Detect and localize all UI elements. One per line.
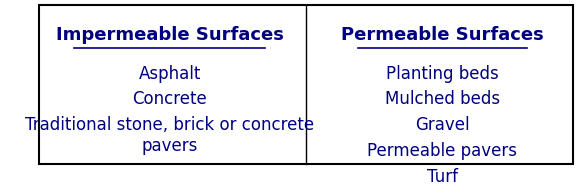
Text: Traditional stone, brick or concrete
pavers: Traditional stone, brick or concrete pav… xyxy=(26,116,314,155)
Text: Turf: Turf xyxy=(427,168,458,186)
Text: Impermeable Surfaces: Impermeable Surfaces xyxy=(56,26,284,44)
Text: Mulched beds: Mulched beds xyxy=(385,90,500,108)
Text: Planting beds: Planting beds xyxy=(386,65,499,82)
FancyBboxPatch shape xyxy=(39,5,573,164)
Text: Concrete: Concrete xyxy=(132,90,207,108)
Text: Asphalt: Asphalt xyxy=(139,65,201,82)
Text: Permeable Surfaces: Permeable Surfaces xyxy=(341,26,543,44)
Text: Gravel: Gravel xyxy=(415,116,470,134)
Text: Permeable pavers: Permeable pavers xyxy=(367,142,517,160)
